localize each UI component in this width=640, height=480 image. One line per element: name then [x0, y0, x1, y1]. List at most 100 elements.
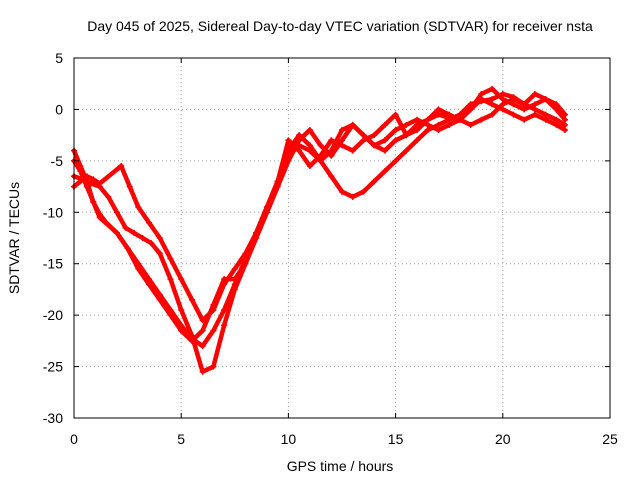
data-point: [553, 106, 560, 113]
data-point: [306, 142, 313, 149]
data-point: [381, 121, 388, 128]
data-point: [317, 142, 324, 149]
data-point: [489, 96, 496, 103]
data-point: [126, 183, 133, 190]
data-point: [521, 106, 528, 113]
data-point: [221, 307, 228, 313]
data-point: [349, 121, 356, 128]
data-point: [146, 281, 153, 288]
data-point: [360, 137, 367, 144]
x-tick-label: 0: [70, 431, 78, 447]
x-tick-label: 15: [388, 431, 404, 447]
series-line: [71, 91, 568, 344]
y-tick-label: -25: [43, 359, 63, 375]
data-point: [96, 180, 103, 187]
x-tick-label: 10: [281, 431, 297, 447]
data-point: [210, 327, 217, 334]
data-point: [392, 111, 399, 118]
data-point: [531, 101, 538, 108]
data-point: [90, 199, 97, 205]
data-point: [328, 173, 335, 180]
data-point: [510, 111, 517, 118]
data-point: [542, 116, 549, 123]
data-point: [285, 137, 292, 144]
data-point: [531, 106, 538, 113]
data-point: [435, 106, 442, 113]
data-point: [561, 121, 568, 128]
data-point: [131, 229, 138, 236]
data-point: [435, 111, 442, 118]
data-point: [339, 142, 345, 149]
plot-series: [71, 85, 568, 375]
grid: [74, 58, 610, 418]
data-point: [263, 204, 270, 211]
data-point: [96, 214, 103, 221]
data-point: [122, 224, 129, 231]
data-point: [478, 96, 485, 103]
data-point: [188, 296, 195, 303]
chart-title: Day 045 of 2025, Sidereal Day-to-day VTE…: [87, 18, 593, 34]
data-point: [392, 127, 399, 133]
data-point: [167, 276, 174, 283]
data-point: [510, 101, 517, 108]
data-point: [199, 327, 206, 334]
data-point: [414, 137, 421, 144]
data-point: [167, 312, 174, 319]
plot-frame: [73, 57, 611, 419]
data-point: [424, 121, 431, 128]
data-point: [403, 121, 410, 128]
y-tick-label: -5: [51, 153, 64, 169]
data-point: [156, 235, 163, 241]
data-point: [360, 132, 367, 139]
x-tick-label: 5: [177, 431, 185, 447]
data-point: [371, 132, 378, 139]
data-point: [392, 157, 399, 164]
data-point: [521, 116, 528, 123]
series-track-4: [71, 91, 568, 344]
data-point: [489, 111, 496, 118]
data-point: [489, 101, 496, 108]
data-point: [253, 229, 260, 236]
data-point: [148, 240, 155, 247]
data-point: [467, 106, 474, 113]
data-point: [553, 121, 560, 128]
data-point: [83, 183, 90, 190]
data-point: [118, 163, 125, 169]
data-point: [135, 204, 142, 211]
data-point: [371, 142, 378, 149]
data-point: [231, 276, 238, 283]
data-point: [113, 209, 120, 216]
y-tick-label: -10: [43, 204, 63, 220]
data-point: [489, 85, 496, 92]
data-point: [88, 180, 95, 187]
data-point: [90, 176, 97, 183]
y-tick-label: -30: [43, 410, 63, 426]
data-point: [339, 137, 345, 144]
data-point: [210, 301, 217, 308]
data-point: [221, 322, 228, 329]
data-point: [435, 121, 442, 128]
data-point: [510, 96, 517, 103]
data-point: [317, 152, 324, 159]
data-point: [371, 178, 378, 185]
data-point: [424, 116, 431, 123]
data-point: [403, 147, 410, 154]
data-point: [542, 96, 549, 103]
data-point: [360, 188, 367, 195]
y-axis-label: SDTVAR / TECUs: [6, 182, 22, 294]
y-axis: -30 -25 -20 -15 -10 -5 0 5: [43, 50, 610, 426]
data-point: [499, 96, 506, 103]
data-point: [446, 121, 453, 128]
data-point: [328, 137, 335, 144]
data-point: [499, 101, 506, 108]
x-tick-label: 25: [602, 431, 618, 447]
data-point: [435, 127, 442, 133]
data-point: [542, 111, 549, 118]
data-point: [178, 307, 185, 313]
data-point: [414, 116, 421, 123]
data-point: [156, 250, 163, 257]
data-point: [317, 157, 324, 164]
data-point: [381, 147, 388, 154]
data-point: [124, 245, 131, 252]
